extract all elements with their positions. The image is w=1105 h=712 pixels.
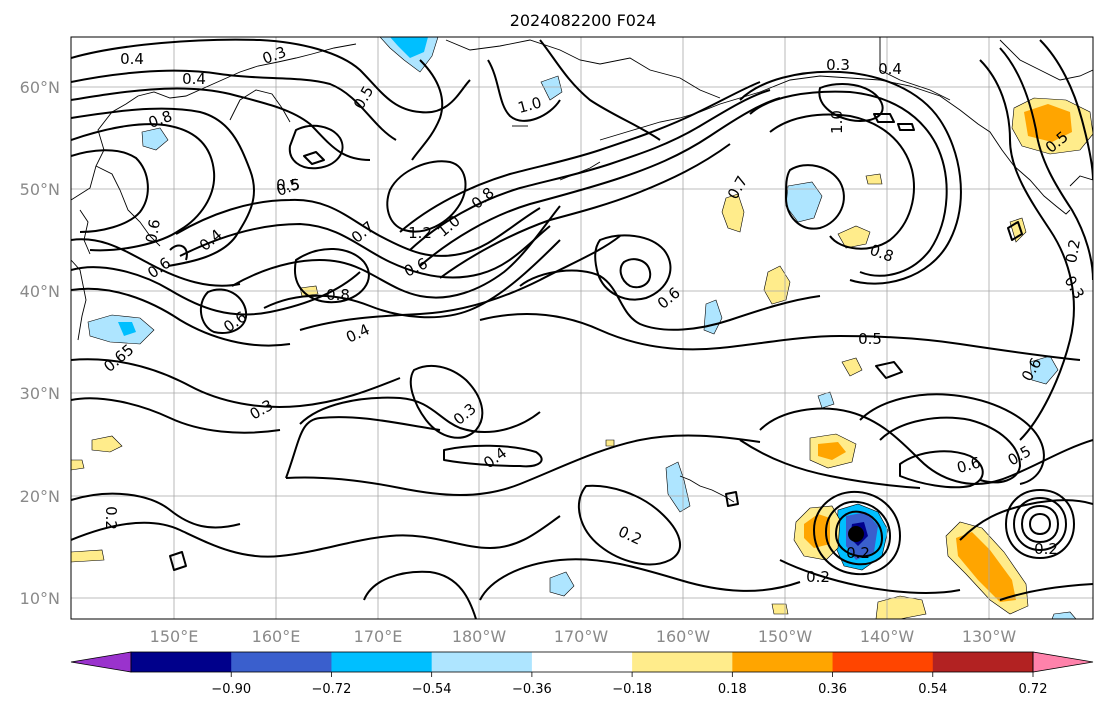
colorbar-frame bbox=[130, 651, 1034, 673]
contour-label: 0.2 bbox=[1062, 238, 1084, 265]
colorbar-swatch bbox=[331, 652, 433, 672]
map-panel: 0.4 0.3 0.4 0.5 0.8 1.0 0.5 0.4 0.6 0.7 … bbox=[70, 36, 1094, 620]
colorbar-tick-label: −0.54 bbox=[412, 682, 452, 697]
contour-label: 0.2 bbox=[102, 506, 120, 530]
pos-patch-storm-w-core bbox=[804, 514, 830, 548]
contours bbox=[71, 38, 1093, 619]
contour-label: 0.4 bbox=[878, 60, 902, 78]
colorbar-swatch bbox=[431, 652, 533, 672]
lat-label: 20°N bbox=[20, 487, 60, 506]
pos-patch-3 bbox=[763, 265, 791, 305]
colorbar-tick-label: −0.90 bbox=[211, 682, 251, 697]
colorbar-tick-label: 0.36 bbox=[818, 682, 847, 697]
pos-patch-1 bbox=[721, 193, 745, 233]
colorbar-tick-label: −0.72 bbox=[312, 682, 352, 697]
contour-label: 0.6 bbox=[955, 453, 983, 477]
lon-label: 130°W bbox=[962, 627, 1017, 646]
contour-label: 0.5 bbox=[858, 330, 882, 348]
neg-patch-w2 bbox=[87, 314, 155, 345]
contour-label: 0.2 bbox=[1034, 540, 1058, 558]
pos-patch-10 bbox=[71, 549, 105, 563]
colorbar-extend-max bbox=[1032, 651, 1094, 673]
lon-label: 160°W bbox=[656, 627, 711, 646]
neg-patch-w2-core bbox=[118, 322, 136, 336]
lat-label: 50°N bbox=[20, 180, 60, 199]
coastlines bbox=[71, 37, 1093, 503]
figure-title: 2024082200 F024 bbox=[510, 11, 657, 30]
pos-patch-se-core bbox=[956, 532, 1016, 602]
colorbar-tick-label: 0.54 bbox=[918, 682, 947, 697]
pos-patch-8 bbox=[91, 435, 123, 453]
pos-patch-s4 bbox=[605, 439, 615, 447]
colorbar-tick-label: −0.36 bbox=[512, 682, 552, 697]
contour-label: 1.2 bbox=[408, 224, 432, 242]
colorbar-tick-label: 0.72 bbox=[1019, 682, 1048, 697]
contour-label: 0.3 bbox=[826, 56, 850, 74]
colorbar-swatch bbox=[131, 652, 232, 672]
contour-label: 0.2 bbox=[806, 568, 830, 586]
contour-label: 0.4 bbox=[182, 70, 206, 88]
neg-patch-ak bbox=[540, 75, 563, 101]
pos-patch-4 bbox=[865, 173, 883, 185]
colorbar-swatch bbox=[632, 652, 733, 672]
lat-label: 10°N bbox=[20, 589, 60, 608]
contour-label: 0.6 bbox=[142, 218, 164, 245]
shaded-anomalies bbox=[71, 37, 1093, 619]
pos-patch-5 bbox=[841, 357, 863, 377]
contour-label: 0.8 bbox=[326, 286, 350, 304]
neg-patch-w1 bbox=[141, 127, 169, 151]
storm-center-marker bbox=[848, 526, 864, 542]
contour-label: 1.0 bbox=[516, 93, 544, 117]
lon-label: 140°W bbox=[860, 627, 915, 646]
colorbar-tick-label: 0.18 bbox=[718, 682, 747, 697]
lat-label: 60°N bbox=[20, 78, 60, 97]
pos-patch-s2 bbox=[771, 603, 789, 615]
lon-label: 160°E bbox=[252, 627, 301, 646]
contour-label: 0.5 bbox=[276, 176, 300, 194]
lon-label: 170°W bbox=[554, 627, 609, 646]
neg-patch-hawaii bbox=[665, 461, 691, 513]
pos-patch-9 bbox=[71, 459, 85, 471]
lat-label: 40°N bbox=[20, 282, 60, 301]
colorbar-swatch bbox=[932, 652, 1034, 672]
map-frame bbox=[70, 36, 1094, 620]
pos-patch-7-core bbox=[818, 442, 846, 460]
contour-label: 1.0 bbox=[828, 110, 846, 134]
pos-patch-s1 bbox=[875, 595, 927, 619]
lon-label: 180°W bbox=[452, 627, 507, 646]
lat-label: 30°N bbox=[20, 384, 60, 403]
latitude-labels: 60°N 50°N 40°N 30°N 20°N 10°N bbox=[20, 78, 60, 608]
colorbar-extend-min bbox=[70, 651, 132, 673]
lon-label: 170°E bbox=[354, 627, 403, 646]
contour-label: 0.2 bbox=[846, 544, 870, 562]
longitude-labels: 150°E 160°E 170°E 180°W 170°W 160°W 150°… bbox=[150, 627, 1017, 646]
contour-label: 0.4 bbox=[120, 50, 144, 68]
lon-label: 150°E bbox=[150, 627, 199, 646]
colorbar-tick-label: −0.18 bbox=[612, 682, 652, 697]
colorbar-swatch bbox=[732, 652, 834, 672]
colorbar-swatch bbox=[531, 652, 633, 672]
neg-patch-s1 bbox=[549, 571, 575, 597]
colorbar: −0.90 −0.72 −0.54 −0.36 −0.18 0.18 0.36 0.54 0.7… bbox=[70, 651, 1094, 697]
lon-label: 150°W bbox=[758, 627, 813, 646]
neg-patch-top-core bbox=[390, 37, 428, 58]
neg-patch-e3 bbox=[1051, 611, 1077, 619]
colorbar-swatch bbox=[832, 652, 934, 672]
colorbar-swatch bbox=[231, 652, 332, 672]
